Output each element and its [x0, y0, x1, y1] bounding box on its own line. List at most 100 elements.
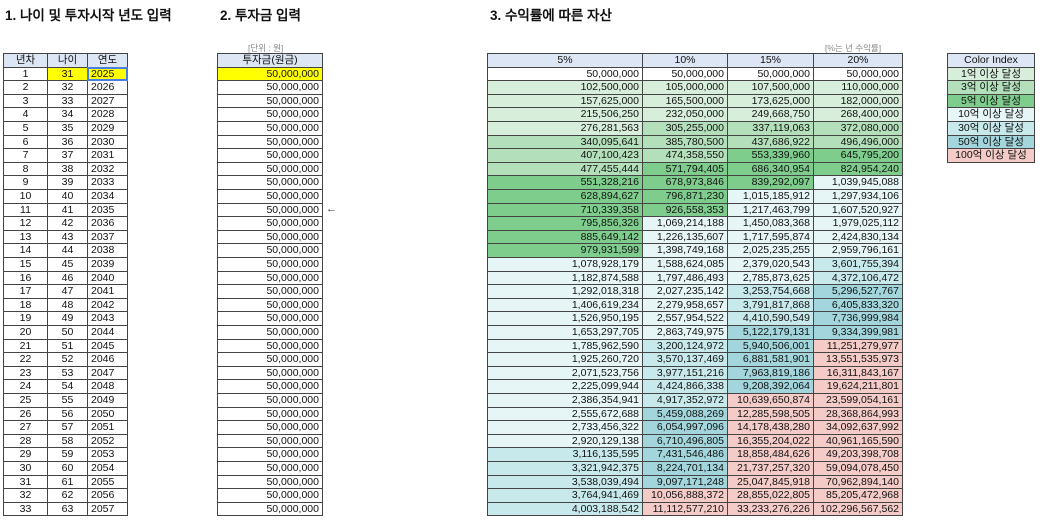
cell: 50,000,000 [217, 202, 323, 218]
cell: 9,208,392,064 [727, 379, 814, 394]
cell: 50,000,000 [217, 229, 323, 245]
legend-item: 3억 이상 달성 [947, 80, 1035, 95]
cell: 107,500,000 [727, 80, 814, 95]
cell: 21 [3, 338, 48, 354]
column-header: 5% [487, 53, 643, 68]
cell: 14,178,438,280 [727, 420, 814, 435]
cell: 33 [47, 93, 88, 109]
cell: 32 [47, 80, 88, 95]
cell: 50,000,000 [217, 474, 323, 490]
cell: 9 [3, 175, 48, 190]
cell: 37 [47, 148, 88, 163]
cell: 824,954,240 [813, 161, 903, 177]
cell: 1,450,083,368 [727, 216, 814, 231]
cell: 50,000,000 [217, 134, 323, 150]
cell: 63 [47, 501, 88, 517]
cell: 1 [3, 66, 48, 82]
cell: 1,406,619,234 [487, 297, 643, 313]
cell: 50,000,000 [217, 447, 323, 462]
cell: 8 [3, 161, 48, 177]
cell: 437,686,922 [727, 134, 814, 150]
cell: 58 [47, 433, 88, 449]
cell: 50,000,000 [217, 93, 323, 109]
cell: 2057 [87, 501, 128, 517]
cell: 29 [3, 447, 48, 462]
cell: 41 [47, 202, 88, 218]
cell: 3,538,039,494 [487, 474, 643, 490]
cell: 32 [3, 488, 48, 503]
section-title: 2. 투자금 입력 [220, 8, 301, 23]
cell: 31 [47, 66, 88, 82]
cell: 2033 [87, 175, 128, 190]
cell: 3,321,942,375 [487, 461, 643, 476]
cell: 2045 [87, 338, 128, 354]
cell: 477,455,444 [487, 161, 643, 177]
cell: 27 [3, 420, 48, 435]
cell: 18 [3, 297, 48, 313]
cell: 45 [47, 257, 88, 272]
cell: 59,094,078,450 [813, 461, 903, 476]
cell: 52 [47, 352, 88, 367]
cell: 46 [47, 270, 88, 286]
cell: 1,925,260,720 [487, 352, 643, 367]
cell: 157,625,000 [487, 93, 643, 109]
arrow: ← [326, 203, 337, 215]
cell: 2,027,235,142 [642, 284, 728, 299]
cell: 2054 [87, 461, 128, 476]
cell: 165,500,000 [642, 93, 728, 109]
cell: 5,122,179,131 [727, 325, 814, 340]
cell: 1,797,486,493 [642, 270, 728, 286]
cell: 22 [3, 352, 48, 367]
cell: 4 [3, 107, 48, 122]
cell: 35 [47, 121, 88, 136]
cell: 4,917,352,972 [642, 393, 728, 408]
cell: 28 [3, 433, 48, 449]
cell: 8,224,701,134 [642, 461, 728, 476]
cell: 3 [3, 93, 48, 109]
cell: 496,496,000 [813, 134, 903, 150]
cell: 2040 [87, 270, 128, 286]
cell: 2,071,523,756 [487, 365, 643, 381]
cell: 59 [47, 447, 88, 462]
cell: 61 [47, 474, 88, 490]
cell: 2055 [87, 474, 128, 490]
cell: 1,039,945,088 [813, 175, 903, 190]
cell: 2047 [87, 365, 128, 381]
legend-item: 50억 이상 달성 [947, 134, 1035, 150]
cell: 15 [3, 257, 48, 272]
cell: 2046 [87, 352, 128, 367]
cell: 173,625,000 [727, 93, 814, 109]
cell: 474,358,550 [642, 148, 728, 163]
cell: 7,736,999,984 [813, 311, 903, 326]
cell: 50,000,000 [487, 66, 643, 82]
cell: 2,279,958,657 [642, 297, 728, 313]
cell: 50,000,000 [217, 311, 323, 326]
cell: 34 [47, 107, 88, 122]
cell: 1,078,928,179 [487, 257, 643, 272]
cell: 2039 [87, 257, 128, 272]
cell: 33,233,276,226 [727, 501, 814, 517]
cell: 2051 [87, 420, 128, 435]
cell: 6,881,581,901 [727, 352, 814, 367]
cell: 10 [3, 189, 48, 204]
cell: 48 [47, 297, 88, 313]
cell: 50,000,000 [217, 257, 323, 272]
cell: 2,379,020,543 [727, 257, 814, 272]
cell: 2034 [87, 189, 128, 204]
cell: 1,717,595,874 [727, 229, 814, 245]
cell: 16 [3, 270, 48, 286]
legend-item: 5억 이상 달성 [947, 93, 1035, 109]
cell: 50,000,000 [217, 461, 323, 476]
cell: 21,737,257,320 [727, 461, 814, 476]
cell: 1,217,463,799 [727, 202, 814, 218]
cell: 2,555,672,688 [487, 406, 643, 422]
cell: 2030 [87, 134, 128, 150]
cell: 53 [47, 365, 88, 381]
legend-item: 30억 이상 달성 [947, 121, 1035, 136]
cell: 54 [47, 379, 88, 394]
cell: 56 [47, 406, 88, 422]
cell: 38 [47, 161, 88, 177]
cell: 28,855,022,805 [727, 488, 814, 503]
unit-note: [단위 : 원] [248, 43, 284, 53]
cell: 2050 [87, 406, 128, 422]
